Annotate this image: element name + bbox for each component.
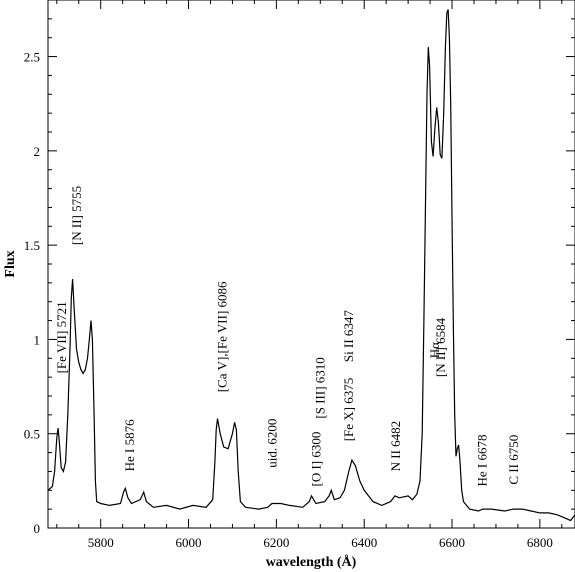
y-tick-label: 0 [34,521,41,536]
annotation-label: [O I] 6300 [308,432,323,487]
y-axis-ticks: 0 0.5 1 1.5 2 2.5 [24,0,575,536]
line-annotations: [Fe VII] 5721 [N II] 5755 He I 5876 [Ca V],… [54,186,521,487]
y-tick-label: 2 [34,144,41,159]
y-axis-label: Flux [3,250,18,277]
annotation-label: He I 6678 [474,435,489,487]
x-tick-label: 6200 [263,535,289,550]
annotation-label: He I 5876 [122,419,137,471]
y-tick-label: 2.5 [24,50,40,65]
spectrum-line [47,9,575,522]
annotation-label: [N II] 5755 [69,186,84,245]
x-axis-ticks: 5800 6000 6200 6400 6600 6800 [56,0,563,550]
annotation-label: [Fe X] 6375 [341,378,356,442]
annotation-label: C II 6750 [506,435,521,485]
annotation-label: Hα [427,342,442,358]
annotation-label: [Fe VII] 5721 [54,301,69,373]
x-tick-label: 6600 [439,535,465,550]
y-tick-label: 0.5 [24,427,40,442]
annotation-label: [S III] 6310 [313,357,328,418]
y-tick-label: 1 [34,332,41,347]
x-tick-label: 6800 [527,535,553,550]
y-tick-label: 1.5 [24,238,40,253]
x-tick-label: 5800 [88,535,114,550]
annotation-label: N II 6482 [388,421,403,472]
x-tick-label: 6400 [351,535,377,550]
annotation-label: uid. 6200 [264,419,279,468]
x-tick-label: 6000 [176,535,202,550]
annotation-label: Si II 6347 [341,310,356,363]
annotation-label: [N II] 6584 [433,317,448,377]
annotation-label: [Ca V],[Fe VII] 6086 [214,281,229,392]
x-axis-label: wavelength (Å) [266,554,357,570]
